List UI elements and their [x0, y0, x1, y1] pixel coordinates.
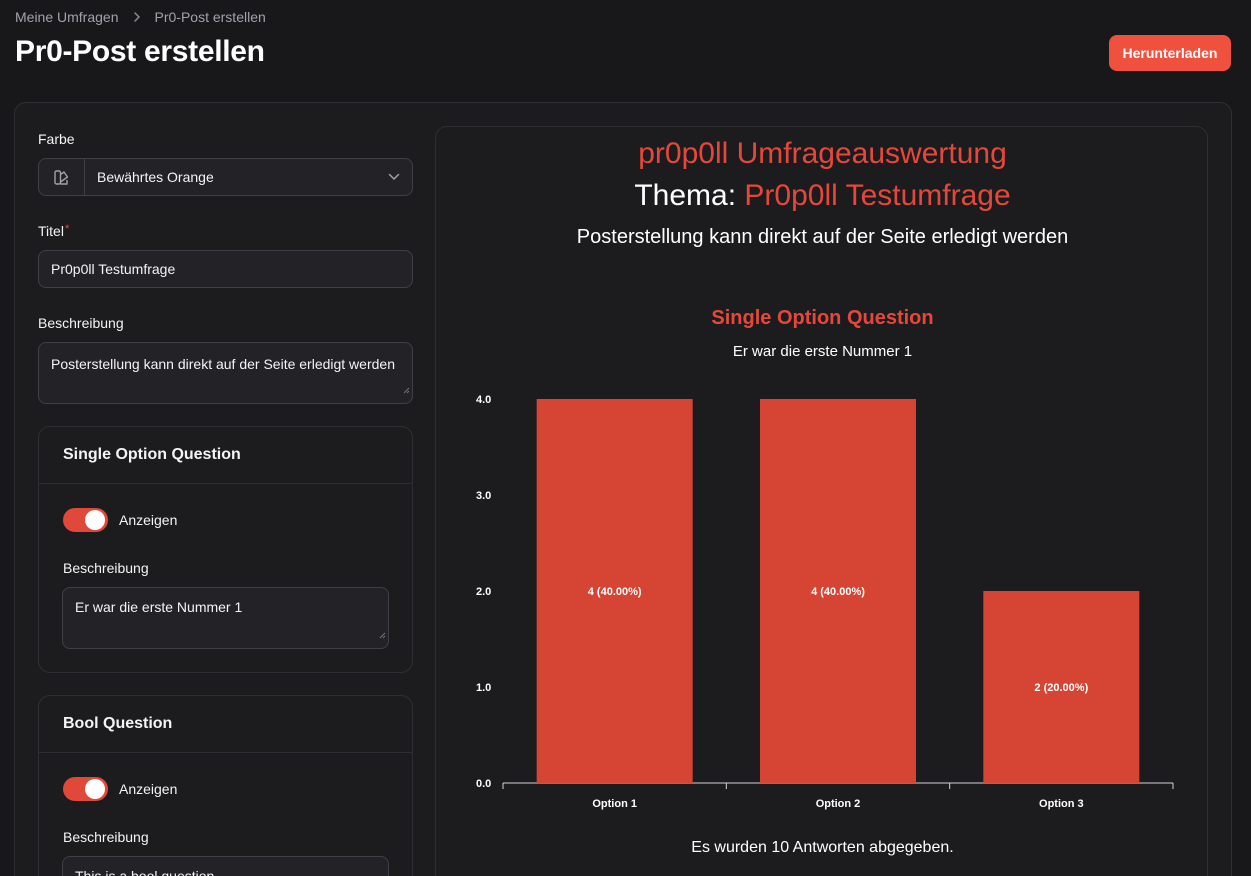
bar-chart: 0.0 1.0 2.0 3.0 4.0 4 (40.00%) Option 1 4 (40.0… — [476, 394, 1174, 810]
page-title: Pr0-Post erstellen — [15, 35, 265, 68]
show-toggle-row: Anzeigen — [63, 777, 177, 801]
toggle-label: Anzeigen — [119, 781, 178, 797]
description-label: Beschreibung — [38, 315, 124, 331]
answers-count-note: Es wurden 10 Antworten abgegeben. — [691, 839, 954, 856]
section-description-text: This is a bool question — [75, 868, 215, 876]
resize-handle-icon[interactable] — [379, 622, 386, 646]
color-select[interactable]: Bewährtes Orange — [38, 158, 413, 196]
section-bool: Bool Question Anzeigen Beschreibung This… — [38, 695, 413, 876]
question-title: Single Option Question — [711, 307, 934, 329]
description-text: Posterstellung kann direkt auf der Seite… — [51, 356, 395, 372]
poster-preview: pr0p0ll Umfrageauswertung Thema: Pr0p0ll… — [435, 126, 1208, 876]
section-description-textarea[interactable]: This is a bool question — [62, 856, 389, 876]
chevron-down-icon — [376, 173, 412, 181]
bar-data-label: 2 (20.00%) — [1034, 682, 1088, 694]
section-title: Single Option Question — [39, 427, 412, 484]
y-tick-label: 1.0 — [476, 682, 491, 694]
x-tick-label: Option 3 — [1039, 798, 1084, 810]
palette-icon — [39, 159, 85, 195]
section-description-label: Beschreibung — [63, 560, 149, 576]
poster-topic-value: Pr0p0ll Testumfrage — [744, 179, 1011, 212]
x-tick-label: Option 2 — [816, 798, 861, 810]
question-description: Er war die erste Nummer 1 — [732, 343, 913, 360]
required-mark: * — [64, 223, 70, 235]
y-tick-label: 3.0 — [476, 490, 491, 502]
breadcrumb-current: Pr0-Post erstellen — [154, 9, 266, 25]
section-description-label: Beschreibung — [63, 829, 149, 845]
color-label: Farbe — [38, 131, 75, 147]
y-tick-label: 0.0 — [476, 778, 491, 790]
section-description-textarea[interactable]: Er war die erste Nummer 1 — [62, 587, 389, 649]
poster-title: pr0p0ll Umfrageauswertung — [638, 137, 1007, 170]
bar — [983, 591, 1140, 783]
section-description-text: Er war die erste Nummer 1 — [75, 599, 243, 615]
download-button[interactable]: Herunterladen — [1109, 35, 1231, 71]
section-single-option: Single Option Question Anzeigen Beschrei… — [38, 426, 413, 673]
bar-data-label: 4 (40.00%) — [588, 586, 642, 598]
description-textarea[interactable]: Posterstellung kann direkt auf der Seite… — [38, 342, 413, 404]
section-title: Bool Question — [39, 696, 412, 753]
show-toggle-row: Anzeigen — [63, 508, 177, 532]
y-tick-label: 4.0 — [476, 394, 491, 406]
show-toggle[interactable] — [63, 508, 108, 532]
show-toggle[interactable] — [63, 777, 108, 801]
breadcrumb: Meine Umfragen Pr0-Post erstellen — [15, 9, 266, 25]
bar — [760, 399, 916, 783]
resize-handle-icon[interactable] — [403, 377, 410, 401]
bar — [536, 399, 693, 783]
x-tick-label: Option 1 — [592, 798, 637, 810]
color-select-value: Bewährtes Orange — [97, 169, 214, 185]
title-input[interactable]: Pr0p0ll Testumfrage — [38, 250, 413, 288]
chevron-right-icon — [133, 10, 141, 25]
y-tick-label: 2.0 — [476, 586, 491, 598]
breadcrumb-link-surveys[interactable]: Meine Umfragen — [15, 9, 119, 25]
poster-description: Posterstellung kann direkt auf der Seite… — [576, 226, 1069, 248]
bar-data-label: 4 (40.00%) — [811, 586, 865, 598]
poster-topic: Thema: Pr0p0ll Testumfrage — [634, 179, 1011, 212]
title-label: Titel* — [38, 223, 70, 239]
toggle-label: Anzeigen — [119, 512, 178, 528]
